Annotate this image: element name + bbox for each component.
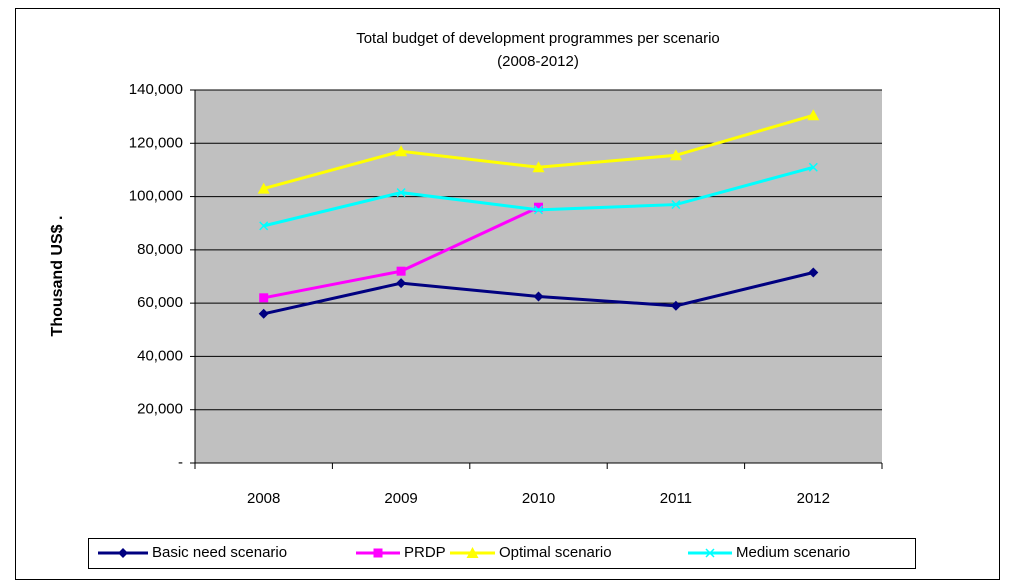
x-tick-label: 2012 [797,490,830,507]
data-point [395,145,408,157]
y-tick-label: 60,000 [137,294,183,311]
y-tick-label: 120,000 [129,134,183,151]
legend-marker [466,547,479,558]
legend-label: PRDP [404,544,446,561]
legend-label: Basic need scenario [152,544,287,561]
y-axis-label: Thousand US$ . [49,216,66,337]
data-point [258,308,269,319]
data-point [532,161,545,173]
x-tick-label: 2009 [384,490,417,507]
legend-label: Optimal scenario [499,544,612,561]
data-point [259,293,269,303]
y-tick-label: 20,000 [137,401,183,418]
data-point [533,205,544,215]
data-point [808,162,818,172]
y-tick-label: 140,000 [129,81,183,98]
y-tick-label: 40,000 [137,347,183,364]
x-tick-label: 2011 [660,490,692,507]
legend-marker [705,548,715,558]
data-point [257,182,270,194]
y-tick-label: 100,000 [129,188,183,205]
chart-title: Total budget of development programmes p… [356,30,720,47]
y-tick-label: 80,000 [137,241,183,258]
data-point [396,278,407,289]
legend-marker [118,548,128,558]
chart-subtitle: (2008-2012) [497,53,579,70]
x-tick-label: 2008 [247,490,280,507]
plot-area [195,90,882,463]
data-point [259,221,269,231]
data-point [671,200,681,210]
data-point [807,109,820,121]
data-point [396,266,406,276]
legend-label: Medium scenario [736,544,850,561]
data-point [396,188,406,198]
legend-box [88,538,916,569]
legend-marker [373,548,383,558]
data-point [670,300,681,311]
data-point [534,202,543,212]
y-tick-label: - [178,454,183,471]
data-point [808,267,819,278]
data-point [669,149,682,161]
data-point [533,291,544,302]
x-tick-label: 2010 [522,490,555,507]
